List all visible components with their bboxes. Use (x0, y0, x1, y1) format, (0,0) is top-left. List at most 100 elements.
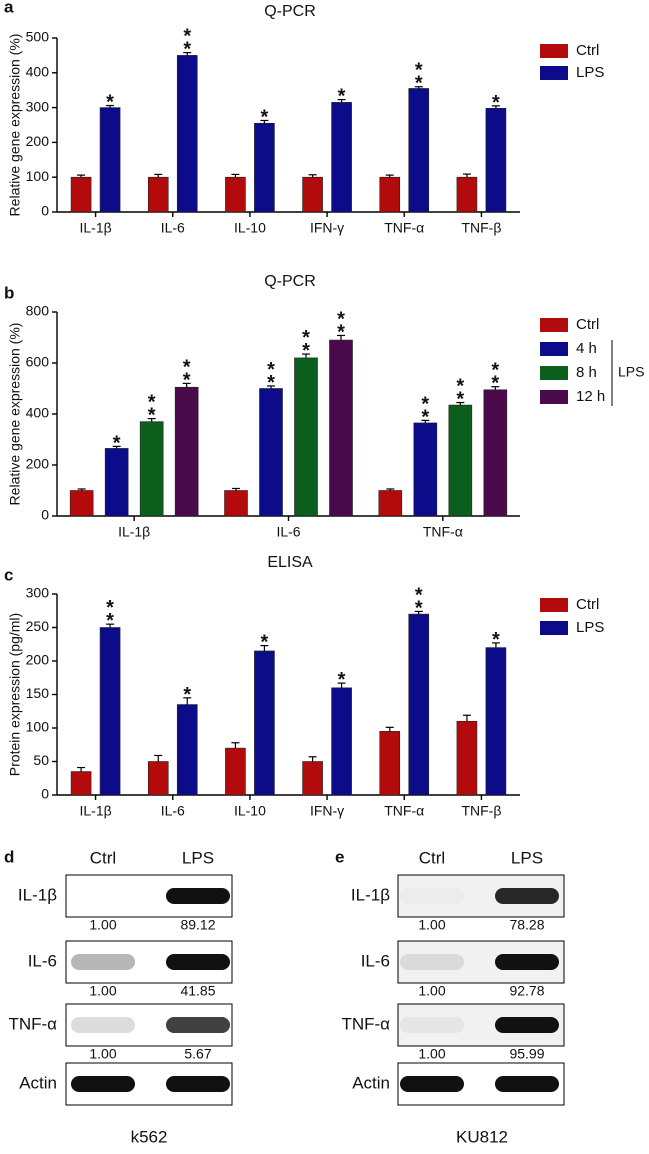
bar (174, 386, 199, 517)
chart-title: Q-PCR (264, 3, 316, 20)
bar (99, 627, 121, 796)
bar (69, 490, 94, 517)
quantification: 1.00 (89, 1046, 116, 1062)
y-tick-label: 200 (26, 652, 50, 668)
legend-swatch (540, 318, 568, 332)
x-tick-label: IL-6 (161, 803, 185, 819)
bar (225, 176, 246, 213)
cell-line: KU812 (456, 1127, 508, 1146)
bar (483, 389, 508, 517)
blot-band (495, 1076, 559, 1092)
x-tick-label: IL-1β (79, 803, 111, 819)
bar (70, 176, 92, 213)
x-tick-label: IL-1β (79, 220, 111, 236)
protein-label: IL-1β (18, 885, 57, 904)
lane-label: Ctrl (90, 848, 116, 867)
significance-mark: ** (408, 60, 430, 86)
significance-mark: ** (260, 359, 282, 385)
bar (379, 176, 401, 213)
legend-swatch (540, 366, 568, 380)
panel-letter: d (4, 847, 14, 866)
quantification: 95.99 (509, 1046, 544, 1062)
quantification: 1.00 (418, 1046, 445, 1062)
protein-label: IL-1β (351, 885, 390, 904)
x-tick-label: IL-10 (234, 220, 266, 236)
bar (413, 422, 438, 517)
panel-letter: e (335, 847, 344, 866)
x-tick-label: IL-1β (118, 524, 150, 540)
x-tick-label: IL-6 (276, 524, 300, 540)
chart-title: Q-PCR (264, 273, 316, 290)
lane-label: Ctrl (419, 848, 445, 867)
x-tick-label: TNF-α (384, 220, 424, 236)
bar (254, 650, 275, 796)
quantification: 92.78 (509, 983, 544, 999)
x-tick-label: IFN-γ (310, 803, 344, 819)
legend-label: 8 h (576, 364, 597, 381)
x-tick-label: TNF-β (461, 220, 501, 236)
legend-label: 12 h (576, 388, 605, 405)
blot-band (166, 1017, 230, 1033)
significance-mark: ** (99, 597, 121, 623)
significance-mark: * (485, 629, 507, 642)
y-tick-label: 800 (26, 303, 50, 319)
quantification: 1.00 (418, 983, 445, 999)
significance-mark: * (331, 86, 353, 99)
panel-letter: b (4, 283, 14, 302)
blot-band (495, 888, 559, 904)
protein-label: TNF-α (8, 1014, 57, 1033)
significance-mark: ** (449, 376, 471, 402)
legend-label: Ctrl (576, 42, 599, 59)
bar (379, 731, 401, 796)
protein-label: TNF-α (341, 1014, 390, 1033)
y-tick-label: 400 (26, 405, 50, 421)
significance-mark: ** (176, 26, 198, 52)
blot-band (400, 888, 464, 904)
blot-band (495, 1017, 559, 1033)
significance-mark: ** (176, 356, 198, 382)
y-tick-label: 200 (26, 456, 50, 472)
bar (485, 647, 507, 796)
protein-label: Actin (19, 1073, 57, 1092)
blot-band (166, 954, 230, 970)
bar (302, 176, 323, 213)
y-tick-label: 600 (26, 354, 50, 370)
y-tick-label: 400 (26, 64, 50, 80)
legend-label: LPS (576, 619, 604, 636)
blot-band (166, 1076, 230, 1092)
y-axis-label: Protein expression (pg/ml) (7, 613, 23, 776)
blot-band (400, 954, 464, 970)
x-tick-label: IL-6 (161, 220, 185, 236)
protein-label: IL-6 (361, 951, 390, 970)
quantification: 1.00 (418, 917, 445, 933)
legend-label: Ctrl (576, 316, 599, 333)
bar (139, 421, 164, 517)
blot-band (71, 1017, 135, 1033)
y-tick-label: 0 (41, 507, 49, 523)
bar (176, 55, 198, 213)
quantification: 78.28 (509, 917, 544, 933)
bar (331, 102, 352, 213)
x-tick-label: IFN-γ (310, 220, 344, 236)
bar (378, 490, 403, 517)
blot-band (166, 888, 230, 904)
lane-label: LPS (182, 848, 214, 867)
significance-mark: ** (141, 392, 163, 418)
legend-swatch (540, 598, 568, 612)
significance-mark: * (176, 684, 198, 697)
significance-mark: * (253, 106, 275, 119)
y-tick-label: 200 (26, 133, 50, 149)
bar (331, 687, 352, 796)
y-tick-label: 150 (26, 685, 50, 701)
blot-band (400, 1076, 464, 1092)
chart-title: ELISA (267, 554, 313, 571)
y-axis-label: Relative gene expression (%) (7, 323, 23, 506)
bar (224, 490, 248, 517)
legend-swatch (540, 390, 568, 404)
protein-label: IL-6 (28, 951, 57, 970)
bar (147, 761, 169, 796)
panel-letter: a (4, 0, 14, 16)
quantification: 1.00 (89, 917, 116, 933)
x-tick-label: IL-10 (234, 803, 266, 819)
bar (147, 176, 169, 213)
